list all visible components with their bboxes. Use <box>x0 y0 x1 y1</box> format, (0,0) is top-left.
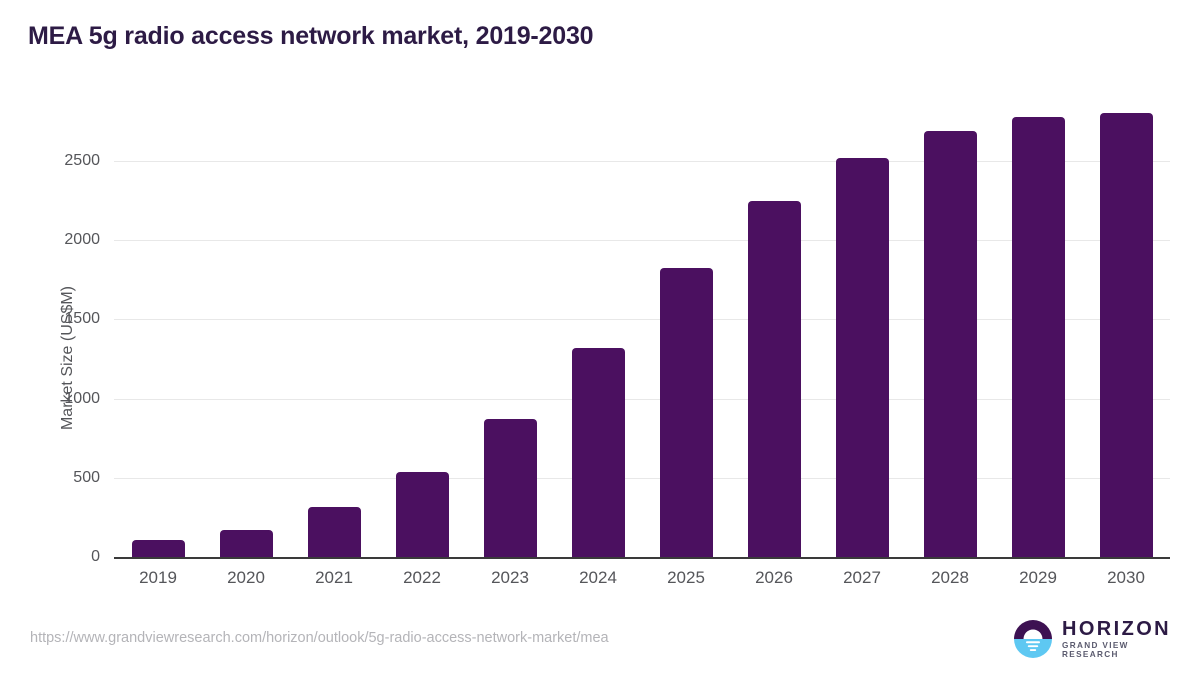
x-tick-label: 2030 <box>1107 568 1145 587</box>
y-tick-label: 500 <box>73 468 100 486</box>
bar-2026[interactable] <box>747 201 801 557</box>
bar-column[interactable] <box>747 158 801 557</box>
bar-2023[interactable] <box>483 419 537 557</box>
gridline-1500 <box>114 319 1170 321</box>
horizon-logo-icon <box>1014 620 1052 658</box>
bar-column[interactable] <box>923 130 977 557</box>
bar-2020[interactable] <box>219 529 273 557</box>
x-tick-label: 2029 <box>1019 568 1057 587</box>
bar-column[interactable] <box>483 158 537 557</box>
y-tick-label: 2000 <box>64 231 100 249</box>
y-tick-label: 1000 <box>64 389 100 407</box>
x-tick-label: 2027 <box>843 568 881 587</box>
x-tick-label: 2026 <box>755 568 793 587</box>
gridline-500 <box>114 477 1170 479</box>
bar-column[interactable] <box>131 158 185 557</box>
x-tick-label: 2024 <box>579 568 617 587</box>
logo-wordmark: HORIZON <box>1062 618 1172 641</box>
y-tick-label: 0 <box>91 548 100 565</box>
bar-column[interactable] <box>307 158 361 557</box>
bar-2019[interactable] <box>131 539 185 557</box>
y-tick-label: 1500 <box>64 310 100 328</box>
bar-2030[interactable] <box>1099 113 1153 557</box>
y-axis-title-holder: Market Size (US$M) <box>22 158 76 557</box>
y-axis-title: Market Size (US$M) <box>59 285 76 430</box>
bar-2024[interactable] <box>571 348 625 557</box>
x-tick-label: 2019 <box>139 568 177 587</box>
gridline-2500 <box>114 161 1170 162</box>
source-url[interactable]: https://www.grandviewresearch.com/horizo… <box>30 630 609 646</box>
x-axis-line <box>114 557 1170 559</box>
y-tick-label: 2500 <box>64 152 100 169</box>
bar-2028[interactable] <box>923 130 977 557</box>
bar-2027[interactable] <box>835 157 889 557</box>
bar-2029[interactable] <box>1011 116 1065 557</box>
chart-gridlines <box>114 158 1170 557</box>
bar-column[interactable] <box>395 158 449 557</box>
horizon-logo-text: HORIZON GRAND VIEW RESEARCH <box>1062 619 1173 658</box>
y-axis-tick-labels: 0 500 1000 1500 2000 2500 <box>0 0 100 675</box>
page-title: MEA 5g radio access network market, 2019… <box>28 22 594 50</box>
bar-column[interactable] <box>1011 116 1065 557</box>
horizon-logo: HORIZON GRAND VIEW RESEARCH <box>1013 618 1173 660</box>
x-axis-tick-labels: 2019 2020 2021 2022 2023 2024 2025 2026 2027 2028… <box>114 568 1170 596</box>
bar-column[interactable] <box>1099 113 1153 557</box>
x-tick-label: 2023 <box>491 568 529 587</box>
gridline-2000 <box>114 240 1170 242</box>
bar-column[interactable] <box>659 158 713 557</box>
x-tick-label: 2025 <box>667 568 705 587</box>
x-tick-label: 2022 <box>403 568 441 587</box>
bar-column[interactable] <box>571 158 625 557</box>
chart-bars <box>114 113 1170 557</box>
bar-2021[interactable] <box>307 506 361 557</box>
bar-2025[interactable] <box>659 268 713 557</box>
x-tick-label: 2028 <box>931 568 969 587</box>
logo-tagline: GRAND VIEW RESEARCH <box>1062 641 1129 659</box>
x-tick-label: 2021 <box>315 568 353 587</box>
bar-column[interactable] <box>835 157 889 557</box>
gridline-1000 <box>114 398 1170 400</box>
x-tick-label: 2020 <box>227 568 265 587</box>
bar-column[interactable] <box>219 158 273 557</box>
bar-2022[interactable] <box>395 471 449 557</box>
